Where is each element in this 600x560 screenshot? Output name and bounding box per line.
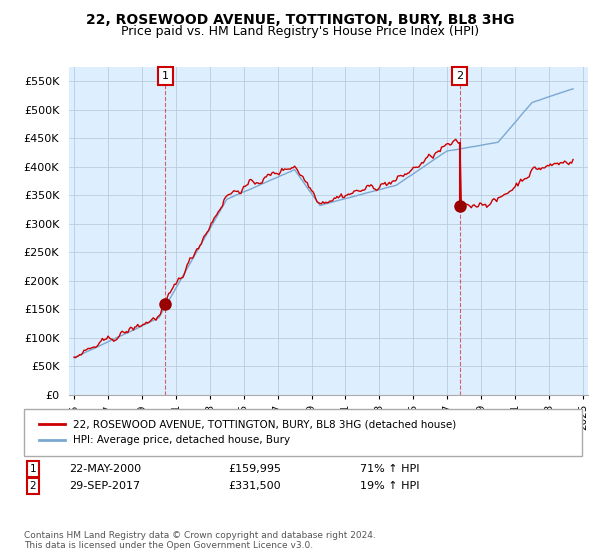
Text: 2: 2 bbox=[457, 71, 464, 81]
Legend: 22, ROSEWOOD AVENUE, TOTTINGTON, BURY, BL8 3HG (detached house), HPI: Average pr: 22, ROSEWOOD AVENUE, TOTTINGTON, BURY, B… bbox=[35, 416, 461, 449]
Text: 1: 1 bbox=[162, 71, 169, 81]
Text: Price paid vs. HM Land Registry's House Price Index (HPI): Price paid vs. HM Land Registry's House … bbox=[121, 25, 479, 38]
Text: Contains HM Land Registry data © Crown copyright and database right 2024.
This d: Contains HM Land Registry data © Crown c… bbox=[24, 531, 376, 550]
Text: £159,995: £159,995 bbox=[228, 464, 281, 474]
Text: 22-MAY-2000: 22-MAY-2000 bbox=[69, 464, 141, 474]
Text: 19% ↑ HPI: 19% ↑ HPI bbox=[360, 481, 419, 491]
Text: 1: 1 bbox=[29, 464, 37, 474]
Text: £331,500: £331,500 bbox=[228, 481, 281, 491]
Text: 2: 2 bbox=[29, 481, 37, 491]
Text: 22, ROSEWOOD AVENUE, TOTTINGTON, BURY, BL8 3HG: 22, ROSEWOOD AVENUE, TOTTINGTON, BURY, B… bbox=[86, 13, 514, 27]
Text: 29-SEP-2017: 29-SEP-2017 bbox=[69, 481, 140, 491]
Text: 71% ↑ HPI: 71% ↑ HPI bbox=[360, 464, 419, 474]
